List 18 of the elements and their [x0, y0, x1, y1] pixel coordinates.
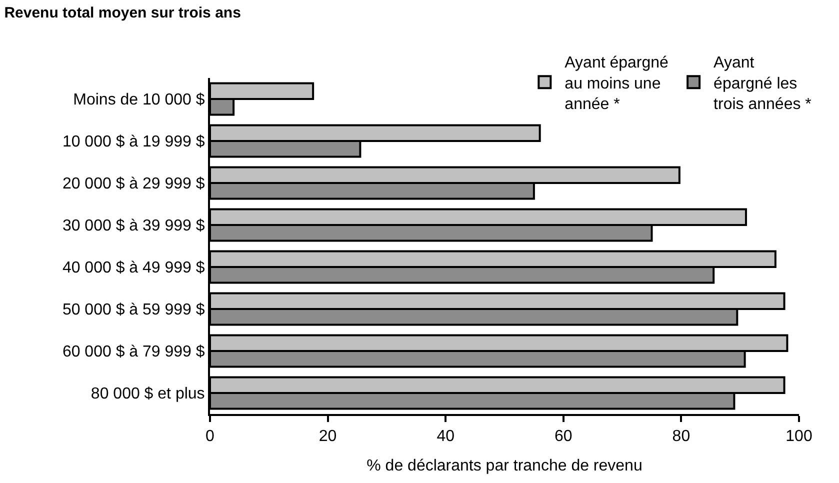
y-tick-label: 50 000 $ à 59 999 $	[62, 302, 205, 319]
y-tick-label: 80 000 $ et plus	[90, 386, 205, 403]
y-tick-label: 60 000 $ à 79 999 $	[62, 344, 205, 361]
x-tick-label: 0	[206, 428, 215, 446]
x-tick-label: 80	[672, 428, 690, 446]
x-tick-label: 40	[436, 428, 455, 446]
x-tick-label: 60	[554, 428, 572, 446]
y-tick-label: 10 000 $ à 19 999 $	[62, 134, 205, 151]
x-axis-title: % de déclarants par tranche de revenu	[366, 457, 642, 474]
legend-label: Ayant épargné les trois années *	[714, 54, 812, 114]
y-tick-label: 20 000 $ à 29 999 $	[62, 176, 205, 193]
legend-label: Ayant épargné au moins une année *	[564, 54, 669, 114]
y-tick-label: Moins de 10 000 $	[73, 92, 205, 109]
chart-title: Revenu total moyen sur trois ans	[4, 4, 241, 22]
y-tick-label: 30 000 $ à 39 999 $	[62, 218, 205, 235]
x-tick-label: 20	[318, 428, 337, 446]
y-tick-label: 40 000 $ à 49 999 $	[62, 260, 205, 277]
x-tick-label: 100	[786, 428, 812, 446]
